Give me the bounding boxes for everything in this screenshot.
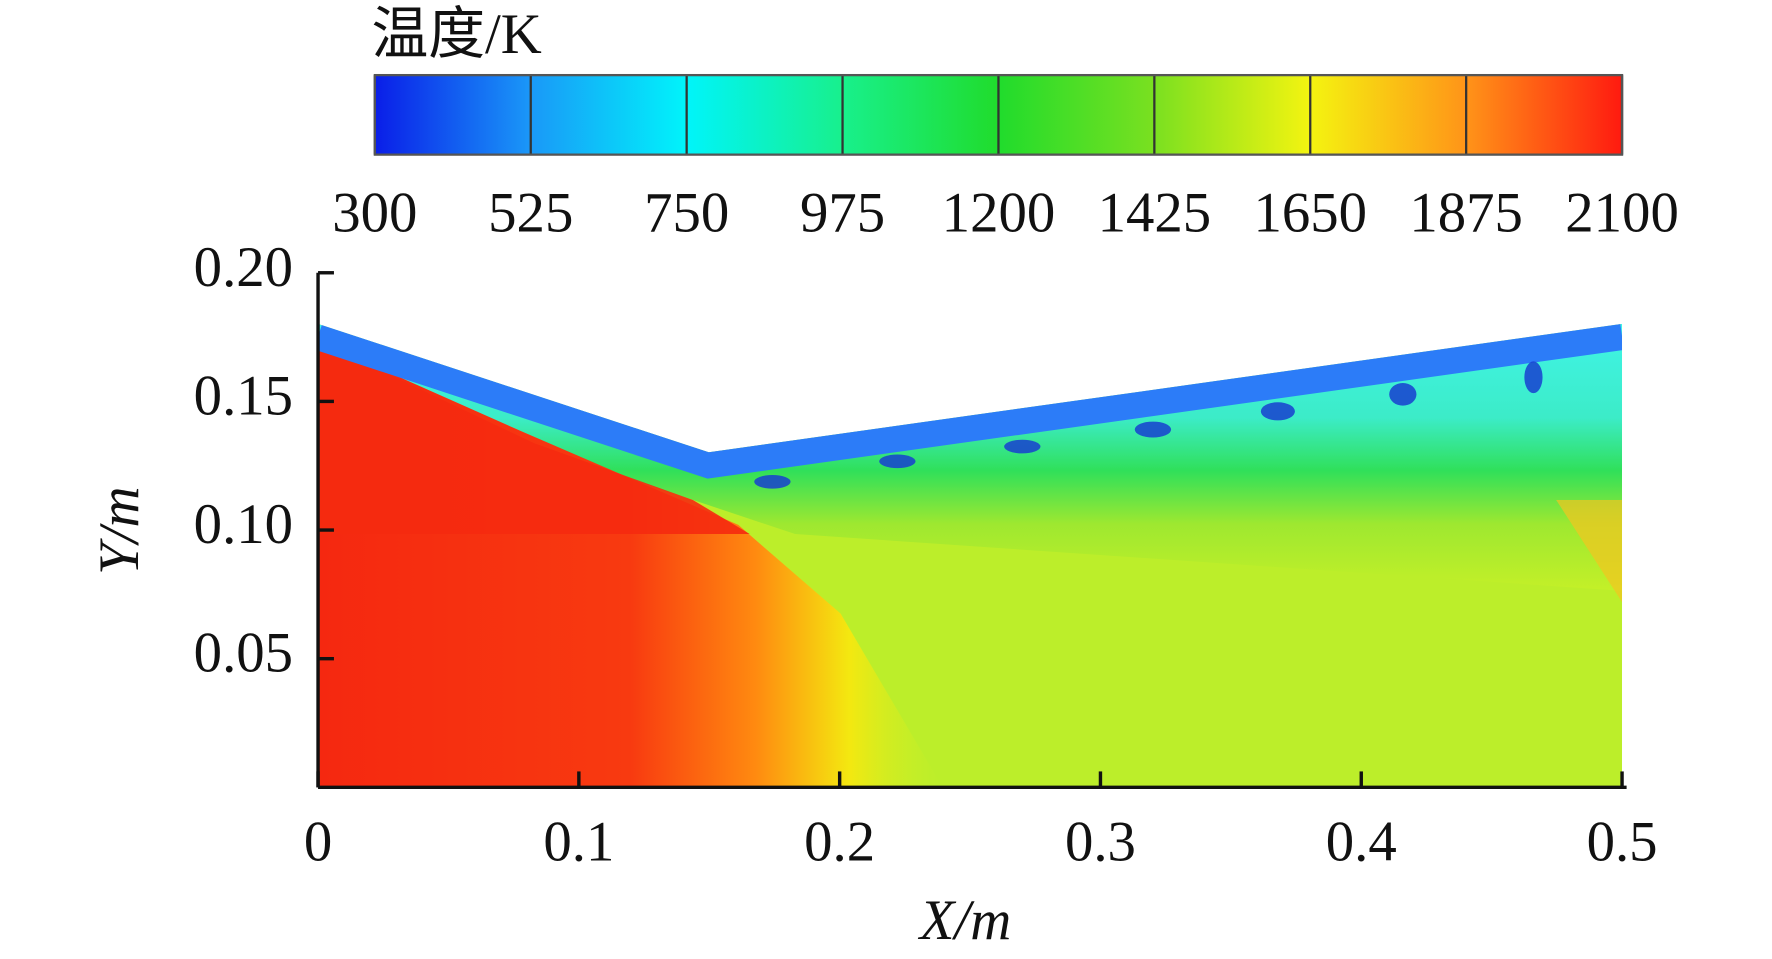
x-tick-label: 0.1 (543, 811, 614, 874)
colorbar-title: 温度/K (371, 3, 541, 66)
x-tick-label: 0.4 (1326, 811, 1397, 874)
x-tick-label: 0 (304, 811, 332, 874)
y-tick-label: 0.05 (194, 622, 293, 685)
colorbar-tick-label: 1425 (1098, 181, 1212, 244)
colorbar: 300 525 750 975 1200 1425 1650 1875 2100 (332, 73, 1679, 244)
colorbar-tick-label: 1200 (942, 181, 1056, 244)
colorbar-segment (530, 75, 687, 155)
x-tick-label: 0.3 (1065, 811, 1136, 874)
x-tick-label: 0.5 (1587, 811, 1658, 874)
y-axis-label: Y/m (88, 486, 151, 574)
colorbar-segment (1466, 75, 1623, 155)
colorbar-segment (1154, 75, 1311, 155)
colorbar-tick-label: 1650 (1253, 181, 1367, 244)
field-hot-top (318, 340, 750, 535)
colorbar-segment (686, 75, 843, 155)
colorbar-tick-label: 750 (644, 181, 729, 244)
colorbar-segment (998, 75, 1155, 155)
colorbar-tick-label: 1875 (1409, 181, 1523, 244)
y-tick-label: 0.20 (194, 236, 293, 299)
colorbar-segment (374, 75, 531, 155)
colorbar-segment (842, 75, 999, 155)
x-tick-label: 0.2 (804, 811, 875, 874)
colorbar-tick-label: 975 (800, 181, 885, 244)
field-streaks (754, 361, 1543, 489)
y-tick-label: 0.10 (194, 493, 293, 556)
colorbar-frame (373, 73, 1624, 156)
axes: 0 0.1 0.2 0.3 0.4 0.5 0.05 0.10 0.15 0.20 (194, 236, 1658, 874)
colorbar-tick-label: 2100 (1565, 181, 1679, 244)
field-wall (318, 323, 1623, 479)
colorbar-segment (1310, 75, 1467, 155)
colorbar-tick-label: 300 (332, 181, 417, 244)
y-tick-label: 0.15 (194, 364, 293, 427)
colorbar-tick-label: 525 (488, 181, 573, 244)
x-axis-label: X/m (918, 889, 1011, 952)
temperature-field (318, 323, 1623, 788)
